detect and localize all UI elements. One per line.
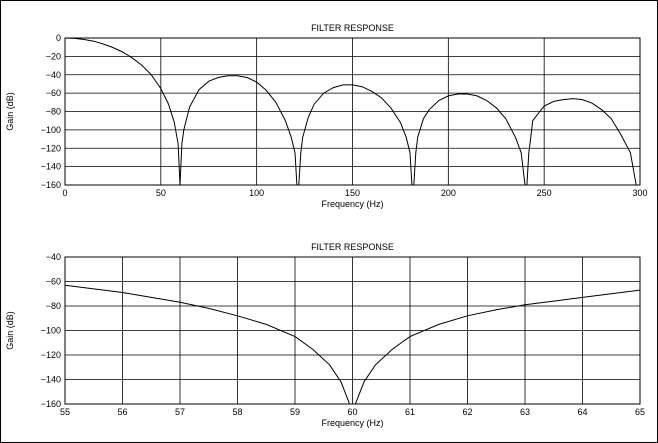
y-tick-label: −60	[46, 277, 61, 287]
x-tick-label: 61	[405, 407, 415, 417]
y-tick-label: −60	[46, 88, 61, 98]
x-tick-label: 200	[441, 188, 456, 198]
y-tick-label: −80	[46, 301, 61, 311]
x-tick-label: 56	[117, 407, 127, 417]
chart-title: FILTER RESPONSE	[311, 242, 394, 252]
x-tick-label: 150	[345, 188, 360, 198]
y-tick-label: −140	[41, 162, 61, 172]
chart-top: FILTER RESPONSE Frequency (Hz) Gain (dB)…	[5, 23, 648, 209]
x-tick-label: 57	[175, 407, 185, 417]
x-tick-label: 62	[462, 407, 472, 417]
x-tick-label: 63	[520, 407, 530, 417]
y-axis-label: Gain (dB)	[5, 311, 15, 350]
x-tick-label: 58	[232, 407, 242, 417]
y-tick-label: −100	[41, 326, 61, 336]
x-tick-label: 64	[577, 407, 587, 417]
y-tick-label: −160	[41, 399, 61, 409]
y-tick-label: −40	[46, 252, 61, 262]
x-tick-label: 100	[249, 188, 264, 198]
x-axis-label: Frequency (Hz)	[321, 418, 383, 428]
y-tick-label: −100	[41, 125, 61, 135]
y-tick-label: −160	[41, 180, 61, 190]
chart-bottom: FILTER RESPONSE Frequency (Hz) Gain (dB)…	[5, 242, 645, 428]
x-tick-label: 50	[156, 188, 166, 198]
x-tick-label: 300	[632, 188, 647, 198]
y-tick-label: −40	[46, 70, 61, 80]
y-axis-label: Gain (dB)	[5, 92, 15, 131]
x-axis-label: Frequency (Hz)	[321, 199, 383, 209]
response-line	[64, 37, 640, 186]
response-line	[64, 284, 641, 405]
x-tick-label: 65	[635, 407, 645, 417]
y-tick-label: −120	[41, 143, 61, 153]
chart-title: FILTER RESPONSE	[311, 23, 394, 33]
y-tick-label: 0	[56, 33, 61, 43]
y-tick-label: −80	[46, 107, 61, 117]
x-tick-label: 59	[290, 407, 300, 417]
y-tick-label: −120	[41, 350, 61, 360]
y-tick-label: −140	[41, 375, 61, 385]
x-tick-label: 60	[347, 407, 357, 417]
y-tick-label: −20	[46, 51, 61, 61]
x-tick-label: 250	[537, 188, 552, 198]
x-tick-label: 0	[62, 188, 67, 198]
x-tick-label: 55	[60, 407, 70, 417]
plot-area	[64, 37, 641, 186]
